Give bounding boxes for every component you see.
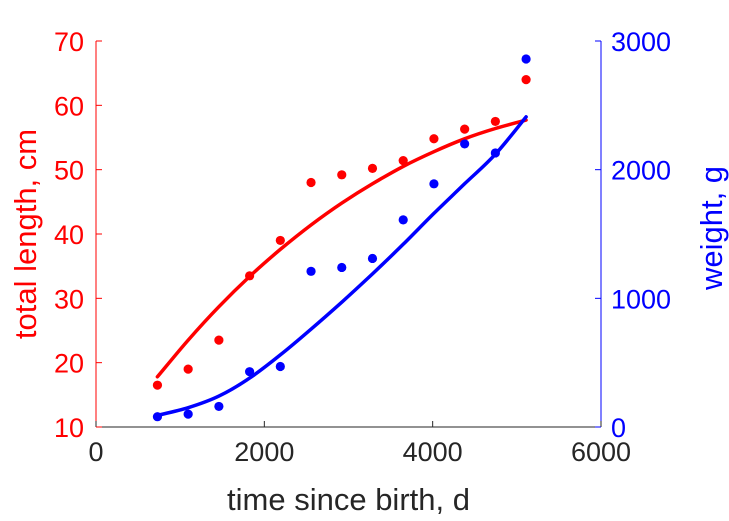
weight-data-point (214, 401, 224, 412)
length-data-point (490, 116, 500, 127)
weight-data-point (490, 148, 500, 158)
length-data-point (460, 124, 470, 134)
length-data-point (214, 335, 224, 345)
left-y-tick-label: 10 (54, 413, 84, 443)
left-y-axis-title: total length, cm (8, 129, 43, 339)
length-data-point (245, 271, 255, 281)
length-data-point (275, 235, 285, 246)
length-data-point (429, 134, 439, 144)
length-data-point (152, 380, 163, 390)
weight-data-point (245, 367, 255, 377)
length-data-point (367, 163, 378, 173)
length-data-point (337, 170, 347, 180)
x-tick-label: 0 (88, 437, 103, 467)
right-y-tick-label: 3000 (611, 27, 671, 57)
length-data-point (306, 177, 316, 188)
length-data-point (521, 75, 531, 85)
weight-data-point (183, 409, 193, 419)
left-y-tick-label: 40 (54, 220, 84, 250)
weight-fit-curve (155, 115, 528, 418)
left-y-tick-label: 70 (54, 27, 84, 57)
weight-data-point (398, 215, 408, 225)
x-tick-label: 4000 (403, 437, 463, 467)
x-tick-label: 6000 (571, 437, 631, 467)
x-tick-label: 2000 (234, 437, 294, 467)
weight-data-point (337, 262, 347, 273)
weight-data-point (152, 412, 163, 422)
left-y-tick-label: 60 (54, 91, 84, 121)
weight-data-point (306, 266, 316, 276)
left-y-tick-label: 30 (54, 284, 84, 314)
weight-data-point (275, 361, 285, 372)
weight-data-point (460, 139, 470, 149)
length-data-point (398, 156, 408, 166)
length-data-point (183, 364, 193, 374)
weight-data-point (429, 179, 439, 189)
right-y-tick-label: 0 (611, 413, 626, 443)
left-y-tick-label: 20 (54, 349, 84, 379)
x-axis-title: time since birth, d (227, 482, 470, 517)
length-fit-curve (155, 118, 528, 379)
right-y-tick-label: 1000 (611, 284, 671, 314)
right-y-tick-label: 2000 (611, 156, 671, 186)
weight-data-point (367, 253, 378, 264)
weight-data-point (521, 54, 531, 64)
left-y-tick-label: 50 (54, 156, 84, 186)
right-y-axis-title: weight, g (694, 166, 729, 291)
